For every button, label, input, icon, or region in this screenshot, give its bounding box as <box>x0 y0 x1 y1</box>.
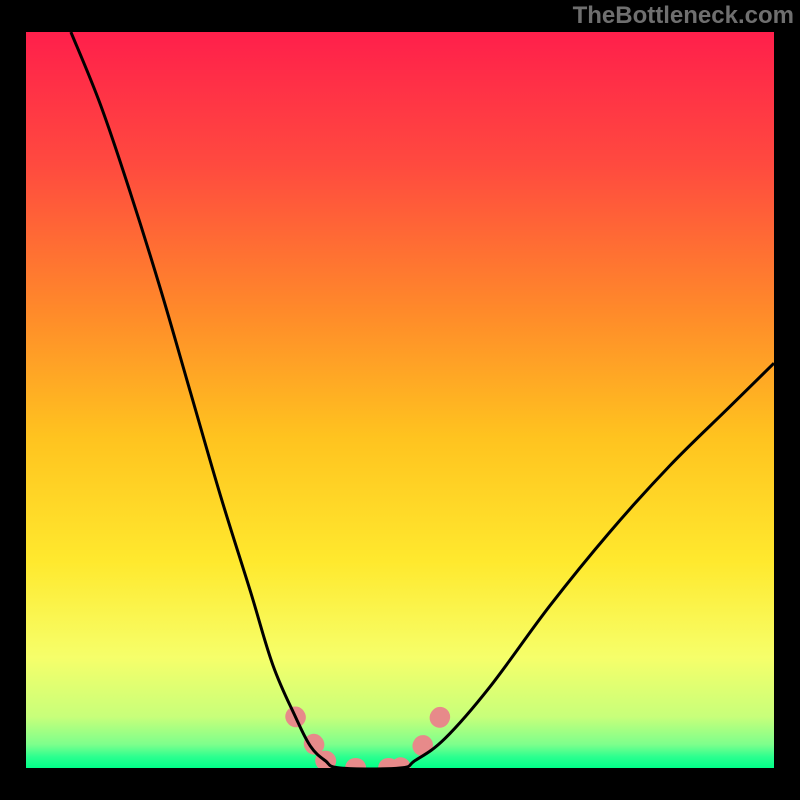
gradient-background <box>26 32 774 768</box>
chart-stage: TheBottleneck.com <box>0 0 800 800</box>
bottleneck-chart <box>0 0 800 800</box>
